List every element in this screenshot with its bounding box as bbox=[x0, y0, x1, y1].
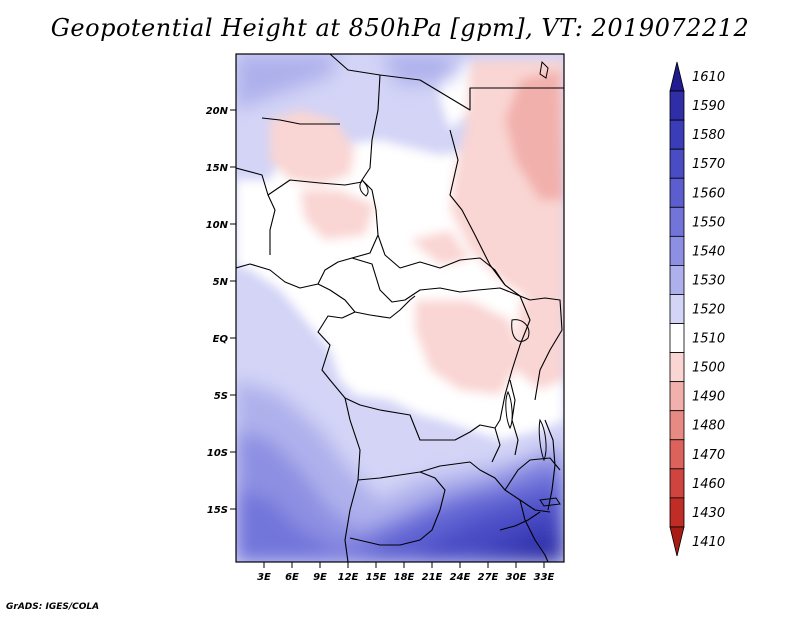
colorbar-label: 1460 bbox=[692, 477, 725, 492]
colorbar-segment bbox=[669, 148, 685, 179]
chart-title: Geopotential Height at 850hPa [gpm], VT:… bbox=[50, 14, 750, 42]
lat-label: 5S bbox=[214, 391, 228, 402]
colorbar-label: 1560 bbox=[692, 186, 725, 201]
colorbar-segment bbox=[669, 294, 685, 324]
lon-label: 27E bbox=[478, 572, 499, 583]
colorbar-label: 1480 bbox=[692, 419, 725, 434]
height-field bbox=[236, 54, 564, 562]
colorbar-segment bbox=[669, 526, 685, 557]
colorbar-segment bbox=[669, 206, 685, 237]
colorbar-segment bbox=[669, 90, 685, 121]
colorbar-segment bbox=[669, 235, 685, 266]
lat-label: 10N bbox=[206, 220, 229, 231]
latitude-labels: 20N 15N 10N 5N EQ 5S 10S 15S bbox=[206, 106, 229, 516]
lon-label: 15E bbox=[366, 572, 387, 583]
lon-label: 12E bbox=[338, 572, 359, 583]
colorbar: 1610 1590 1580 1570 1560 1550 1540 1530 1520 1510… bbox=[669, 61, 725, 557]
lon-label: 3E bbox=[257, 572, 271, 583]
colorbar-label: 1510 bbox=[692, 332, 725, 347]
colorbar-segment bbox=[669, 352, 685, 383]
colorbar-segment bbox=[669, 177, 685, 208]
colorbar-segment bbox=[669, 61, 685, 92]
lon-label: 18E bbox=[394, 572, 415, 583]
colorbar-segment bbox=[669, 323, 685, 353]
colorbar-label: 1490 bbox=[692, 390, 725, 405]
lat-label: 10S bbox=[207, 448, 228, 459]
lat-label: 15S bbox=[207, 505, 228, 516]
colorbar-segment bbox=[669, 439, 685, 470]
lat-label: 5N bbox=[213, 277, 229, 288]
colorbar-label: 1500 bbox=[692, 361, 725, 376]
colorbar-label: 1530 bbox=[692, 273, 725, 288]
lakes bbox=[359, 60, 561, 507]
colorbar-label: 1410 bbox=[692, 535, 725, 550]
colorbar-label: 1520 bbox=[692, 303, 725, 318]
colorbar-label: 1590 bbox=[692, 99, 725, 114]
colorbar-segment bbox=[669, 265, 685, 295]
lon-label: 9E bbox=[313, 572, 327, 583]
latitude-axis bbox=[230, 109, 236, 510]
grads-credit: GrADS: IGES/COLA bbox=[6, 602, 100, 612]
lon-label: 30E bbox=[506, 572, 527, 583]
colorbar-label: 1430 bbox=[692, 506, 725, 521]
lat-label: EQ bbox=[213, 334, 229, 345]
colorbar-label: 1540 bbox=[692, 244, 725, 259]
colorbar-segment bbox=[669, 468, 685, 499]
colorbar-label: 1570 bbox=[692, 157, 725, 172]
lat-label: 20N bbox=[206, 106, 229, 117]
lon-label: 6E bbox=[285, 572, 299, 583]
longitude-axis bbox=[263, 562, 545, 568]
lon-label: 24E bbox=[450, 572, 471, 583]
colorbar-segment bbox=[669, 119, 685, 150]
lon-label: 21E bbox=[422, 572, 443, 583]
colorbar-segment bbox=[669, 381, 685, 412]
colorbar-label: 1610 bbox=[692, 70, 725, 85]
colorbar-segment bbox=[669, 497, 685, 528]
colorbar-label: 1550 bbox=[692, 215, 725, 230]
map-frame bbox=[235, 53, 565, 563]
lat-label: 15N bbox=[206, 163, 229, 174]
colorbar-segment bbox=[669, 410, 685, 441]
colorbar-label: 1470 bbox=[692, 448, 725, 463]
colorbar-label: 1580 bbox=[692, 128, 725, 143]
longitude-labels: 3E 6E 9E 12E 15E 18E 21E 24E 27E 30E 33E bbox=[257, 572, 554, 583]
lon-label: 33E bbox=[534, 572, 555, 583]
